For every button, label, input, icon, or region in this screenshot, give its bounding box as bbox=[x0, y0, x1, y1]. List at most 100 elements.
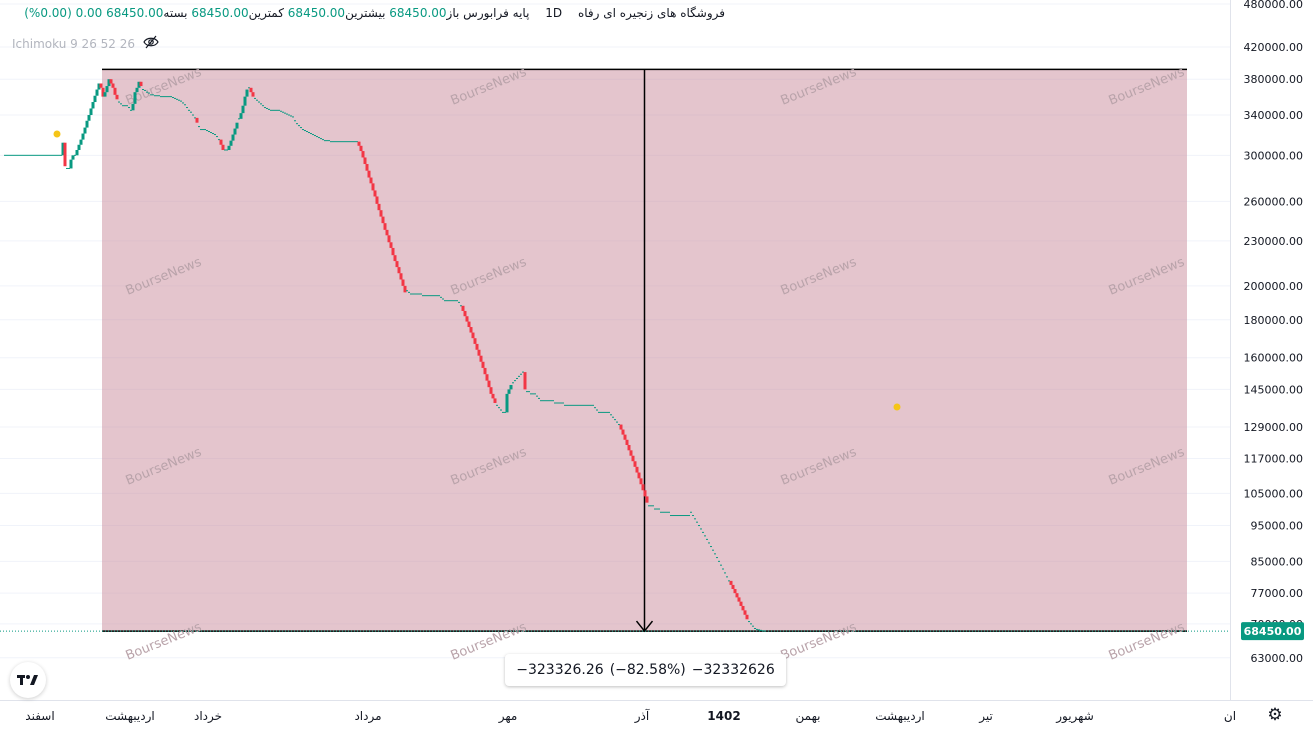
candle bbox=[361, 151, 365, 158]
legend-close-value: 68450.00 bbox=[106, 6, 164, 20]
indicator-legend[interactable]: Ichimoku 9 26 52 26 bbox=[12, 34, 159, 53]
candle bbox=[71, 155, 75, 160]
candle bbox=[389, 242, 393, 248]
candle bbox=[733, 589, 737, 594]
time-tick-label: مهر bbox=[498, 709, 518, 724]
candle bbox=[103, 92, 107, 97]
time-tick-label: اردیبهشت bbox=[105, 709, 154, 724]
candle bbox=[221, 144, 225, 150]
indicator-label[interactable]: Ichimoku 9 26 52 26 bbox=[12, 36, 135, 51]
time-tick-label: تیر bbox=[978, 709, 993, 724]
candle bbox=[487, 380, 491, 388]
candle bbox=[631, 455, 635, 462]
legend-low-value: 68450.00 bbox=[191, 6, 249, 20]
candle bbox=[507, 389, 511, 394]
time-tick-label: اردیبهشت bbox=[875, 709, 924, 724]
candle bbox=[85, 120, 89, 128]
candle bbox=[365, 164, 369, 171]
legend-open-value: 68450.00 bbox=[389, 6, 447, 20]
legend-high-value: 68450.00 bbox=[287, 6, 346, 20]
legend-market: پایه فرابورس bbox=[463, 6, 530, 20]
legend-close-label: بسته bbox=[163, 6, 188, 20]
candle bbox=[467, 321, 471, 328]
candle bbox=[233, 128, 237, 135]
candle bbox=[69, 159, 73, 169]
price-tick-label: 300000.00 bbox=[1244, 149, 1304, 162]
candle bbox=[371, 183, 375, 191]
candle bbox=[627, 445, 631, 451]
eye-crossed-icon[interactable] bbox=[143, 34, 159, 53]
candle bbox=[523, 372, 527, 390]
tradingview-logo-icon[interactable] bbox=[10, 662, 46, 698]
chart-area[interactable]: BourseNews BourseNews BourseNews BourseNews… bbox=[0, 0, 1230, 700]
candle bbox=[485, 374, 489, 381]
candle bbox=[137, 81, 141, 88]
candle bbox=[75, 149, 79, 156]
candle bbox=[77, 144, 81, 150]
price-axis-labels: 480000.00 420000.00 380000.00 340000.00 3000… bbox=[1241, 0, 1304, 665]
time-tick-label: خرداد bbox=[194, 709, 222, 724]
candle bbox=[373, 190, 377, 197]
candle bbox=[63, 142, 67, 167]
candle bbox=[619, 424, 623, 430]
price-tick-label: 180000.00 bbox=[1244, 314, 1304, 327]
time-tick-label: ان bbox=[1224, 709, 1236, 723]
candle bbox=[401, 279, 405, 286]
candle bbox=[87, 115, 91, 121]
candle bbox=[731, 584, 735, 590]
candle bbox=[231, 134, 235, 141]
price-tick-label: 95000.00 bbox=[1251, 520, 1304, 533]
gear-icon[interactable]: ⚙ bbox=[1267, 705, 1283, 725]
legend-change-value: 0.00 bbox=[75, 6, 103, 20]
candle bbox=[635, 466, 639, 473]
candle bbox=[461, 305, 465, 311]
legend-low-label: کمترین bbox=[248, 6, 284, 20]
candle bbox=[369, 177, 373, 184]
price-tick-label: 160000.00 bbox=[1244, 352, 1304, 365]
legend-symbol[interactable]: فروشگاه های زنجیره ای رفاه bbox=[577, 6, 725, 20]
candle bbox=[643, 490, 647, 497]
candle bbox=[139, 81, 143, 87]
price-axis[interactable]: 480000.00 420000.00 380000.00 340000.00 3000… bbox=[1230, 0, 1313, 700]
candle bbox=[111, 83, 115, 88]
price-tick-label: 77000.00 bbox=[1251, 587, 1304, 600]
candle bbox=[135, 87, 139, 93]
candle bbox=[109, 79, 113, 84]
price-tick-label: 230000.00 bbox=[1244, 235, 1304, 248]
candle bbox=[387, 235, 391, 243]
candle bbox=[637, 472, 641, 479]
candle bbox=[113, 87, 117, 95]
candle bbox=[79, 139, 83, 145]
price-tick-label: 145000.00 bbox=[1244, 383, 1304, 396]
candle bbox=[379, 210, 383, 217]
candle bbox=[245, 89, 249, 97]
candle bbox=[403, 285, 407, 293]
current-price-badge bbox=[1241, 622, 1304, 641]
candle bbox=[393, 255, 397, 262]
candle bbox=[101, 87, 105, 97]
measure-arrow-head bbox=[635, 620, 654, 633]
price-tick-label: 340000.00 bbox=[1244, 109, 1304, 122]
candle bbox=[97, 83, 101, 90]
candle bbox=[219, 139, 223, 145]
candle bbox=[89, 108, 93, 116]
candle bbox=[729, 580, 733, 585]
candle bbox=[249, 87, 253, 93]
candle bbox=[377, 203, 381, 211]
candle bbox=[241, 105, 245, 114]
candle bbox=[395, 261, 399, 268]
price-tick-label: 63000.00 bbox=[1251, 652, 1304, 665]
candle bbox=[477, 349, 481, 356]
candle bbox=[633, 461, 637, 467]
legend-timeframe[interactable]: 1D bbox=[545, 6, 563, 20]
candle bbox=[745, 614, 749, 620]
candle bbox=[195, 117, 199, 123]
candle bbox=[505, 393, 509, 413]
price-chart[interactable]: BourseNews BourseNews BourseNews BourseNews… bbox=[0, 0, 1230, 700]
candle bbox=[471, 332, 475, 339]
time-tick-label: 1402 bbox=[707, 709, 740, 723]
time-axis[interactable]: اسفند اردیبهشت خرداد مرداد مهر آذر 1402 بهمن ارد… bbox=[0, 700, 1313, 733]
candle bbox=[229, 140, 233, 146]
candle bbox=[641, 484, 645, 491]
price-tick-label: 200000.00 bbox=[1244, 280, 1304, 293]
